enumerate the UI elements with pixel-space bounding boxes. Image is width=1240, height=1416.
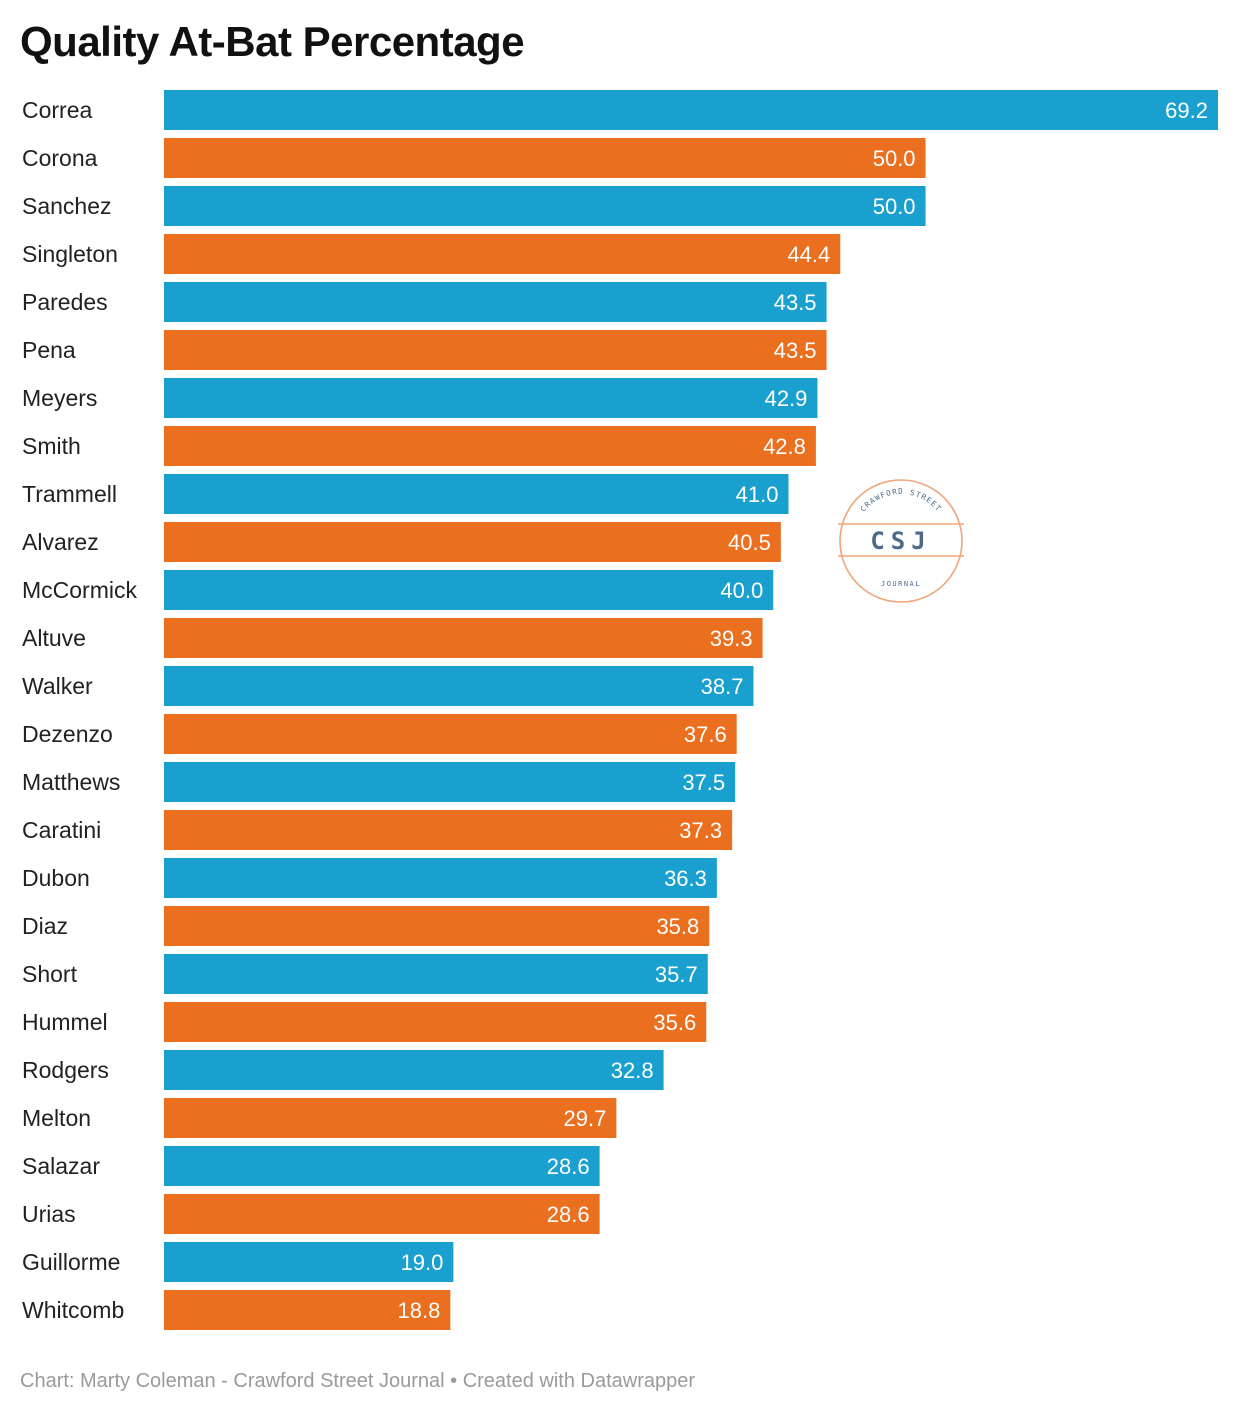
crawford-street-journal-logo: CRAWFORD STREET CSJ JOURNAL xyxy=(838,479,964,603)
category-label: Altuve xyxy=(22,625,86,651)
category-label: Caratini xyxy=(22,817,101,843)
value-label: 42.8 xyxy=(763,434,806,459)
bar xyxy=(164,234,841,274)
logo-ring xyxy=(839,479,963,603)
value-label: 40.5 xyxy=(728,530,771,555)
category-label: Paredes xyxy=(22,289,108,315)
value-label: 35.8 xyxy=(656,914,699,939)
category-label: Whitcomb xyxy=(22,1297,124,1323)
bar xyxy=(164,1290,451,1330)
category-label: Correa xyxy=(22,97,93,123)
category-label: Dezenzo xyxy=(22,721,113,747)
chart-title: Quality At-Bat Percentage xyxy=(20,18,525,65)
bar xyxy=(164,1050,664,1090)
bar xyxy=(164,1098,617,1138)
value-label: 19.0 xyxy=(401,1250,444,1275)
category-label: Rodgers xyxy=(22,1057,109,1083)
bar xyxy=(164,522,781,562)
category-label: Meyers xyxy=(22,385,97,411)
value-label: 50.0 xyxy=(873,146,916,171)
category-label: Dubon xyxy=(22,865,90,891)
value-label: 41.0 xyxy=(736,482,779,507)
category-label: Walker xyxy=(22,673,93,699)
category-label: McCormick xyxy=(22,577,137,603)
bar xyxy=(164,954,708,994)
bar xyxy=(164,618,763,658)
category-label: Urias xyxy=(22,1201,76,1227)
value-label: 38.7 xyxy=(701,674,744,699)
value-label: 28.6 xyxy=(547,1154,590,1179)
value-label: 39.3 xyxy=(710,626,753,651)
bar xyxy=(164,906,710,946)
value-label: 40.0 xyxy=(720,578,763,603)
bar xyxy=(164,330,827,370)
bar xyxy=(164,474,789,514)
value-label: 42.9 xyxy=(765,386,808,411)
logo-bottom-text: JOURNAL xyxy=(881,580,921,588)
value-label: 44.4 xyxy=(787,242,830,267)
value-label: 35.6 xyxy=(653,1010,696,1035)
category-label: Diaz xyxy=(22,913,68,939)
value-label: 18.8 xyxy=(398,1298,441,1323)
category-label: Sanchez xyxy=(22,193,112,219)
bar xyxy=(164,1194,600,1234)
bar xyxy=(164,1002,707,1042)
value-label: 37.5 xyxy=(682,770,725,795)
bar xyxy=(164,666,754,706)
value-label: 69.2 xyxy=(1165,98,1208,123)
category-label: Smith xyxy=(22,433,81,459)
chart-footer: Chart: Marty Coleman - Crawford Street J… xyxy=(20,1370,696,1392)
value-label: 29.7 xyxy=(564,1106,607,1131)
bar xyxy=(164,138,926,178)
value-label: 37.6 xyxy=(684,722,727,747)
category-label: Salazar xyxy=(22,1153,100,1179)
category-label: Guillorme xyxy=(22,1249,120,1275)
bar xyxy=(164,282,827,322)
category-label: Matthews xyxy=(22,769,120,795)
category-label: Singleton xyxy=(22,241,118,267)
value-label: 36.3 xyxy=(664,866,707,891)
bar xyxy=(164,1242,454,1282)
category-label: Pena xyxy=(22,337,76,363)
bar xyxy=(164,378,818,418)
bar xyxy=(164,858,717,898)
value-label: 35.7 xyxy=(655,962,698,987)
category-label: Trammell xyxy=(22,481,117,507)
category-label: Corona xyxy=(22,145,98,171)
bar xyxy=(164,810,733,850)
bar xyxy=(164,186,926,226)
value-label: 43.5 xyxy=(774,290,817,315)
bar xyxy=(164,1146,600,1186)
logo-initials: CSJ xyxy=(870,527,931,555)
bar xyxy=(164,762,736,802)
value-label: 28.6 xyxy=(547,1202,590,1227)
value-label: 32.8 xyxy=(611,1058,654,1083)
logo-top-text: CRAWFORD STREET xyxy=(858,487,943,514)
bar xyxy=(164,570,774,610)
category-label: Melton xyxy=(22,1105,91,1131)
bar xyxy=(164,90,1218,130)
category-label: Short xyxy=(22,961,78,987)
value-label: 50.0 xyxy=(873,194,916,219)
value-label: 43.5 xyxy=(774,338,817,363)
bar xyxy=(164,714,737,754)
bar xyxy=(164,426,816,466)
category-label: Alvarez xyxy=(22,529,99,555)
value-label: 37.3 xyxy=(679,818,722,843)
category-label: Hummel xyxy=(22,1009,108,1035)
